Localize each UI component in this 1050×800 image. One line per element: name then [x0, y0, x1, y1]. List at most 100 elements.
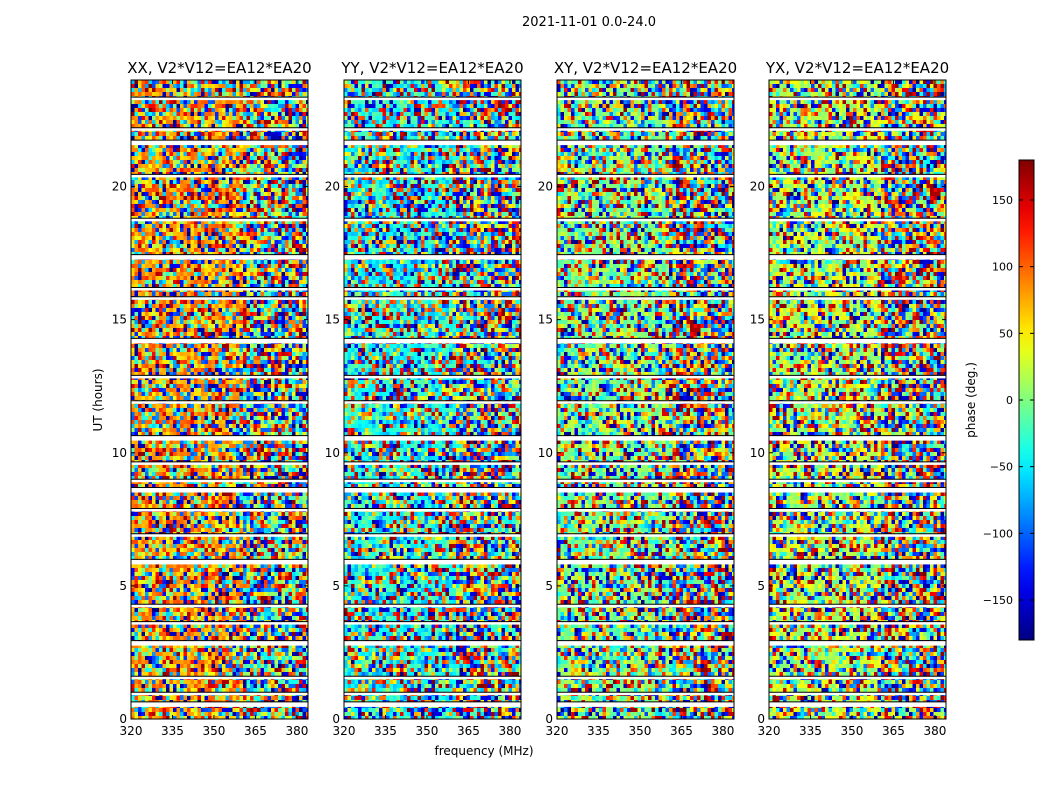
- colorbar-tick-label: 0: [1006, 394, 1013, 407]
- y-tick-label: 20: [112, 180, 127, 194]
- flagged-row: [769, 701, 946, 707]
- flagged-row: [557, 127, 734, 131]
- flagged-row: [131, 140, 308, 146]
- flagged-row: [769, 218, 946, 222]
- flagged-row: [344, 559, 521, 565]
- x-tick-label: 350: [416, 724, 439, 738]
- flagged-row: [769, 287, 946, 291]
- flagged-row: [769, 338, 946, 344]
- flagged-row: [131, 621, 308, 625]
- flagged-row: [769, 97, 946, 101]
- flagged-row: [131, 296, 308, 300]
- flagged-row: [131, 479, 308, 483]
- phase-heatmap: [131, 80, 308, 719]
- flagged-row: [769, 487, 946, 493]
- flagged-row: [344, 487, 521, 493]
- flagged-row: [131, 461, 308, 465]
- flagged-row: [131, 400, 308, 404]
- flagged-row: [344, 604, 521, 608]
- panel-title: XY, V2*V12=EA12*EA20: [554, 59, 737, 77]
- x-tick-label: 380: [711, 724, 734, 738]
- flagged-row: [131, 701, 308, 707]
- flagged-row: [344, 254, 521, 260]
- flagged-row: [769, 174, 946, 178]
- x-tick-label: 335: [587, 724, 610, 738]
- flagged-row: [557, 97, 734, 101]
- flagged-row: [557, 435, 734, 441]
- flagged-row: [344, 692, 521, 696]
- flagged-row: [557, 287, 734, 291]
- flagged-row: [769, 140, 946, 146]
- x-tick-label: 320: [120, 724, 143, 738]
- panel-frame: [343, 79, 522, 720]
- flagged-row: [344, 435, 521, 441]
- colorbar-tick-label: 50: [999, 327, 1013, 340]
- colorbar: −150 −100 −50 0 50 100 150: [983, 159, 1035, 641]
- colorbar-label: phase (deg.): [964, 362, 978, 438]
- colorbar-tick-label: −150: [983, 594, 1013, 607]
- flagged-row: [557, 296, 734, 300]
- flagged-row: [557, 487, 734, 493]
- flagged-row: [557, 692, 734, 696]
- flagged-row: [769, 508, 946, 512]
- flagged-row: [344, 640, 521, 646]
- colorbar-tick-label: 100: [992, 261, 1013, 274]
- flagged-row: [344, 375, 521, 379]
- flagged-row: [131, 127, 308, 131]
- flagged-row: [769, 692, 946, 696]
- flagged-row: [131, 375, 308, 379]
- x-tick-label: 365: [457, 724, 480, 738]
- flagged-row: [769, 435, 946, 441]
- flagged-row: [769, 375, 946, 379]
- colorbar-tick-label: −50: [990, 461, 1013, 474]
- flagged-row: [557, 479, 734, 483]
- y-tick-label: 5: [119, 579, 127, 593]
- x-tick-label: 380: [285, 724, 308, 738]
- flagged-row: [131, 559, 308, 565]
- flagged-row: [131, 338, 308, 344]
- figure-title: 2021-11-01 0.0-24.0: [522, 15, 656, 30]
- flagged-row: [344, 287, 521, 291]
- flagged-row: [344, 97, 521, 101]
- flagged-row: [557, 701, 734, 707]
- colorbar-tick-label: 150: [992, 194, 1013, 207]
- y-tick-label: 15: [112, 313, 127, 327]
- y-tick-label: 0: [757, 712, 765, 726]
- flagged-row: [344, 400, 521, 404]
- flagged-row: [557, 604, 734, 608]
- y-tick-label: 5: [332, 579, 340, 593]
- flagged-row: [344, 461, 521, 465]
- flagged-row: [131, 435, 308, 441]
- flagged-row: [131, 218, 308, 222]
- flagged-row: [557, 461, 734, 465]
- x-tick-label: 365: [670, 724, 693, 738]
- flagged-row: [131, 254, 308, 260]
- flagged-row: [131, 604, 308, 608]
- phase-heatmap: [557, 80, 734, 719]
- flagged-row: [131, 287, 308, 291]
- flagged-row: [557, 676, 734, 680]
- y-axis-label: UT (hours): [91, 368, 105, 431]
- colorbar-tick-label: −100: [983, 527, 1013, 540]
- flagged-row: [769, 127, 946, 131]
- flagged-row: [344, 127, 521, 131]
- panel-1: XX, V2*V12=EA12*EA20 320 335 350 365 380 0 5 10 1…: [112, 59, 312, 738]
- y-tick-label: 20: [538, 180, 553, 194]
- panel-title: YX, V2*V12=EA12*EA20: [765, 59, 949, 77]
- x-tick-label: 335: [374, 724, 397, 738]
- flagged-row: [131, 174, 308, 178]
- flagged-row: [557, 338, 734, 344]
- flagged-row: [769, 676, 946, 680]
- flagged-row: [557, 508, 734, 512]
- x-tick-label: 335: [161, 724, 184, 738]
- flagged-row: [769, 254, 946, 260]
- y-tick-label: 10: [750, 446, 765, 460]
- flagged-row: [344, 338, 521, 344]
- panel-title: YY, V2*V12=EA12*EA20: [340, 59, 523, 77]
- x-tick-label: 350: [841, 724, 864, 738]
- flagged-row: [557, 559, 734, 565]
- flagged-row: [769, 559, 946, 565]
- x-tick-label: 320: [546, 724, 569, 738]
- flagged-row: [769, 479, 946, 483]
- panels: XX, V2*V12=EA12*EA20 320 335 350 365 380 0 5 10 1…: [112, 59, 949, 738]
